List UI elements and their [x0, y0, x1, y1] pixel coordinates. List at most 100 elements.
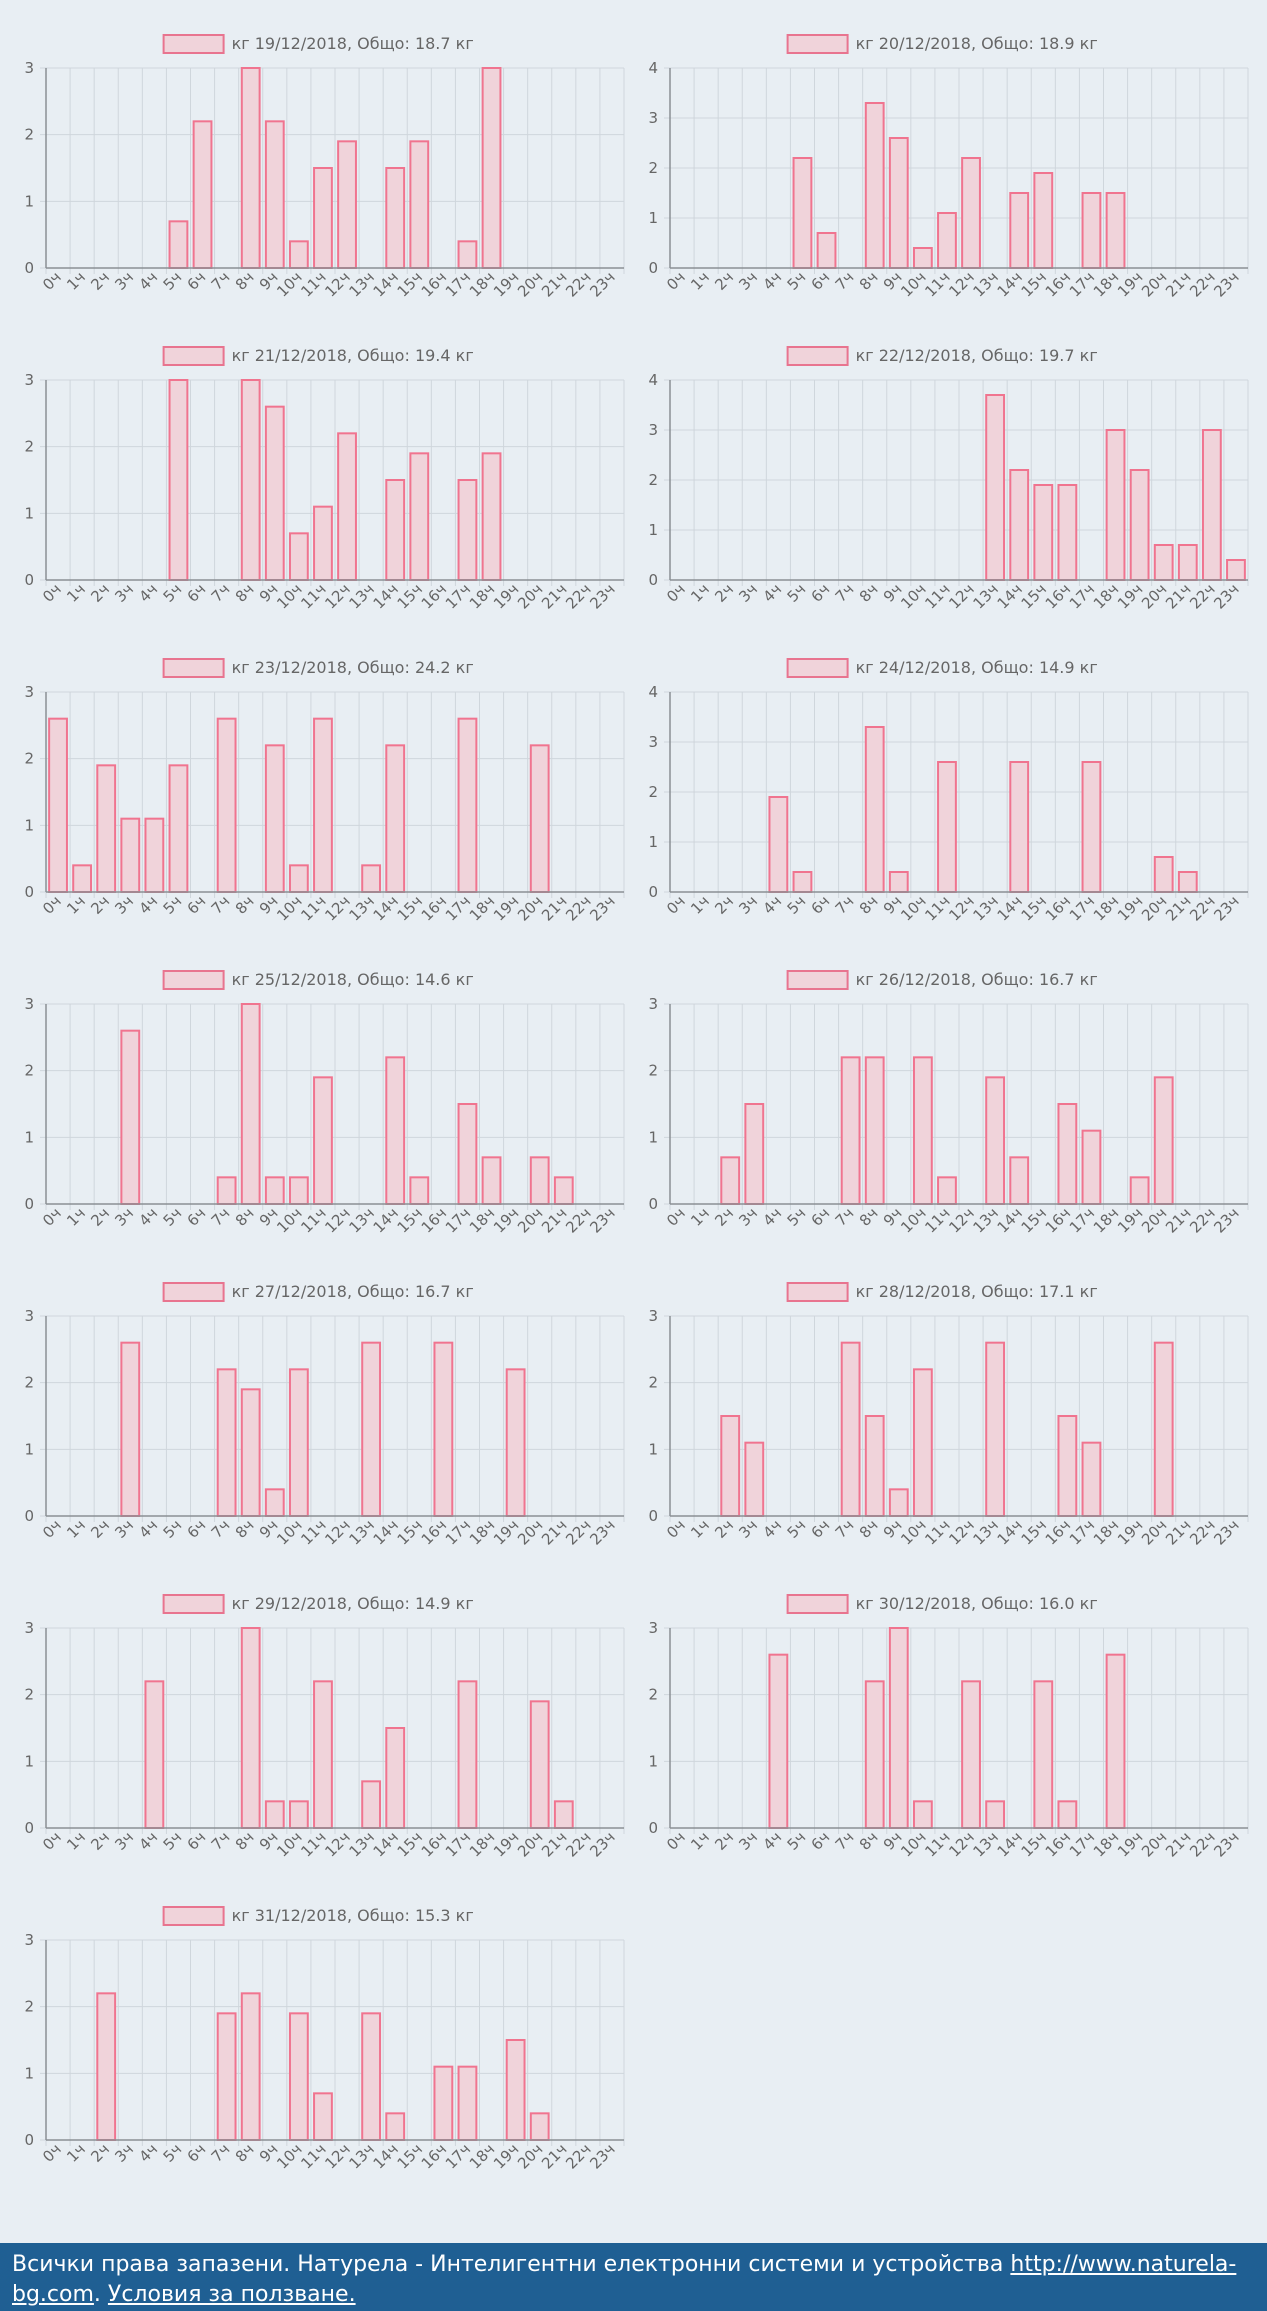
bar[interactable] [240, 1992, 261, 2142]
bar[interactable] [888, 1627, 909, 1829]
bar[interactable] [1153, 1076, 1174, 1205]
bar[interactable] [1226, 559, 1246, 581]
bar[interactable] [313, 717, 333, 893]
bar[interactable] [457, 1103, 478, 1205]
bar[interactable] [864, 1415, 885, 1517]
bar[interactable] [1033, 1680, 1054, 1830]
bar[interactable] [1153, 856, 1174, 893]
bar[interactable] [481, 67, 502, 269]
bar[interactable] [144, 817, 165, 894]
bar[interactable] [313, 167, 333, 269]
bar[interactable] [313, 1680, 333, 1830]
bar[interactable] [120, 1341, 141, 1517]
bar[interactable] [768, 796, 789, 893]
bar[interactable] [96, 1992, 117, 2142]
bar[interactable] [1057, 1800, 1078, 1829]
bar[interactable] [240, 1627, 261, 1829]
bar[interactable] [120, 817, 141, 894]
legend-swatch[interactable] [162, 34, 225, 54]
bar[interactable] [744, 1103, 765, 1205]
bar[interactable] [985, 1800, 1006, 1829]
bar[interactable] [457, 2065, 478, 2142]
footer-site-link[interactable]: http://www.naturela-bg.com [12, 2252, 1237, 2307]
bar[interactable] [288, 1800, 309, 1829]
bar[interactable] [361, 864, 382, 893]
bar[interactable] [816, 232, 837, 269]
bar[interactable] [1057, 484, 1078, 581]
legend-label[interactable]: кг 31/12/2018, Общо: 15.3 кг [232, 1906, 474, 1925]
bar[interactable] [1153, 1341, 1174, 1517]
bar[interactable] [1009, 761, 1030, 893]
bar[interactable] [1177, 871, 1198, 893]
bar[interactable] [792, 157, 813, 269]
bar[interactable] [864, 1056, 885, 1206]
bar[interactable] [385, 1056, 406, 1206]
bar[interactable] [888, 137, 909, 269]
bar[interactable] [457, 717, 478, 893]
bar[interactable] [1057, 1103, 1078, 1205]
bar[interactable] [288, 1368, 309, 1518]
legend-swatch[interactable] [162, 1594, 225, 1614]
bar[interactable] [409, 452, 430, 581]
legend-swatch[interactable] [162, 970, 225, 990]
bar[interactable] [553, 1176, 574, 1205]
bar[interactable] [288, 864, 309, 893]
bar[interactable] [264, 744, 285, 894]
legend-swatch[interactable] [786, 346, 849, 366]
legend-swatch[interactable] [162, 658, 225, 678]
legend-swatch[interactable] [162, 1906, 225, 1926]
bar[interactable] [216, 1176, 237, 1205]
bar[interactable] [168, 220, 189, 269]
bar[interactable] [912, 1056, 933, 1206]
bar[interactable] [1081, 1129, 1102, 1206]
bar[interactable] [144, 1680, 165, 1830]
bar[interactable] [937, 761, 957, 893]
bar[interactable] [961, 157, 981, 269]
bar[interactable] [937, 212, 957, 269]
bar[interactable] [288, 532, 309, 581]
bar[interactable] [457, 1680, 478, 1830]
legend-swatch[interactable] [786, 1282, 849, 1302]
bar[interactable] [553, 1800, 574, 1829]
legend-label[interactable]: кг 29/12/2018, Общо: 14.9 кг [232, 1594, 474, 1613]
bar[interactable] [864, 102, 885, 269]
legend-swatch[interactable] [162, 346, 225, 366]
bar[interactable] [1129, 1176, 1150, 1205]
bar[interactable] [168, 764, 189, 893]
bar[interactable] [264, 120, 285, 270]
bar[interactable] [216, 717, 237, 893]
bar[interactable] [240, 379, 261, 581]
bar[interactable] [985, 1076, 1006, 1205]
footer-terms-link[interactable]: Условия за ползване. [107, 2282, 356, 2307]
bar[interactable] [1009, 192, 1030, 269]
legend-label[interactable]: кг 19/12/2018, Общо: 18.7 кг [232, 34, 474, 53]
legend-swatch[interactable] [786, 970, 849, 990]
bar[interactable] [1153, 544, 1174, 581]
bar[interactable] [792, 871, 813, 893]
bar[interactable] [264, 405, 285, 581]
bar[interactable] [48, 717, 68, 893]
bar[interactable] [1105, 1653, 1126, 1829]
bar[interactable] [337, 140, 357, 269]
bar[interactable] [264, 1800, 285, 1829]
bar[interactable] [457, 240, 478, 269]
bar[interactable] [433, 2065, 454, 2142]
bar[interactable] [385, 1727, 406, 1829]
legend-label[interactable]: кг 23/12/2018, Общо: 24.2 кг [232, 658, 474, 677]
bar[interactable] [385, 744, 406, 894]
bar[interactable] [361, 2012, 382, 2141]
bar[interactable] [529, 744, 550, 894]
bar[interactable] [240, 1388, 261, 1517]
bar[interactable] [264, 1176, 285, 1205]
bar[interactable] [433, 1341, 454, 1517]
bar[interactable] [216, 2012, 237, 2141]
bar[interactable] [168, 379, 189, 581]
bar[interactable] [937, 1176, 957, 1205]
bar[interactable] [313, 2092, 333, 2141]
bar[interactable] [264, 1488, 285, 1517]
bar[interactable] [1009, 469, 1030, 581]
bar[interactable] [337, 432, 357, 582]
bar[interactable] [840, 1056, 861, 1206]
bar[interactable] [313, 505, 333, 582]
bar[interactable] [288, 1176, 309, 1205]
